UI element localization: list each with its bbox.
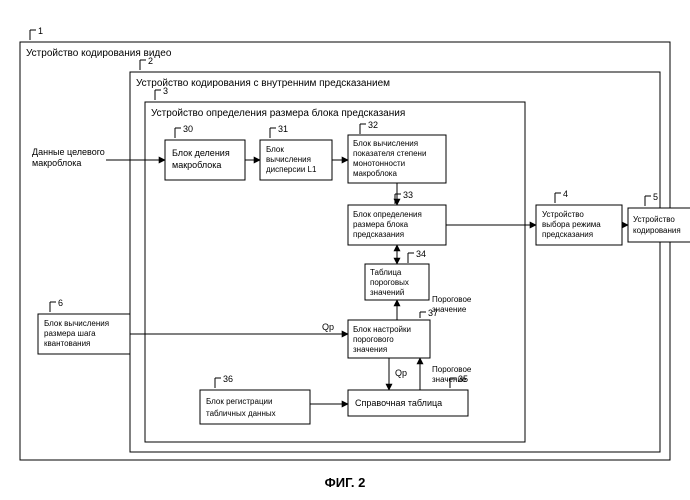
b37-l2: порогового	[353, 335, 394, 344]
label-thr1a: Пороговое	[432, 295, 472, 304]
b32-l2: показателя степени	[353, 149, 426, 158]
label-qp1: Qp	[322, 322, 334, 332]
b34-l3: значений	[370, 288, 404, 297]
label-input1: Данные целевого	[32, 147, 105, 157]
b31-l3: дисперсии L1	[266, 165, 317, 174]
label-thr2a: Пороговое	[432, 365, 472, 374]
ref-6: 6	[58, 298, 63, 308]
b32-l3: монотонности	[353, 159, 405, 168]
ref-37: 37	[428, 308, 438, 318]
b34-l2: пороговых	[370, 278, 409, 287]
b30-l2: макроблока	[172, 160, 221, 170]
title-inner: Устройство кодирования с внутренним пред…	[136, 78, 390, 89]
ref-5: 5	[653, 192, 658, 202]
ref-1: 1	[38, 26, 43, 36]
b32-l4: макроблока	[353, 169, 397, 178]
b37-l3: значения	[353, 345, 387, 354]
b33-l1: Блок определения	[353, 210, 422, 219]
ref-31: 31	[278, 124, 288, 134]
label-input2: макроблока	[32, 158, 81, 168]
ref-34: 34	[416, 249, 426, 259]
b36-l1: Блок регистрации	[206, 397, 272, 406]
block-b5	[628, 208, 690, 242]
figure-caption: ФИГ. 2	[325, 475, 366, 490]
b37-l1: Блок настройки	[353, 325, 411, 334]
ref-32: 32	[368, 120, 378, 130]
b6-l3: квантования	[44, 339, 90, 348]
ref-2: 2	[148, 56, 153, 66]
b4-l1: Устройство	[542, 210, 584, 219]
b33-l2: размера блока	[353, 220, 409, 229]
ref-3: 3	[163, 86, 168, 96]
b4-l2: выбора режима	[542, 220, 601, 229]
frame-outer	[20, 42, 670, 460]
b6-l2: размера шага	[44, 329, 96, 338]
title-inner2: Устройство определения размера блока пре…	[151, 107, 405, 119]
b30-l1: Блок деления	[172, 148, 230, 158]
ref-33: 33	[403, 190, 413, 200]
block-b36	[200, 390, 310, 424]
ref-36: 36	[223, 374, 233, 384]
b31-l2: вычисления	[266, 155, 311, 164]
ref-4: 4	[563, 189, 568, 199]
b4-l3: предсказания	[542, 230, 593, 239]
ref-35: 35	[458, 374, 468, 384]
b33-l3: предсказания	[353, 230, 404, 239]
diagram-canvas: 1 Устройство кодирования видео 2 Устройс…	[0, 0, 690, 500]
ref-30: 30	[183, 124, 193, 134]
b35-l1: Справочная таблица	[355, 398, 442, 408]
label-qp2: Qp	[395, 368, 407, 378]
b5-l2: кодирования	[633, 226, 681, 235]
b6-l1: Блок вычисления	[44, 319, 109, 328]
b36-l2: табличных данных	[206, 409, 276, 418]
b34-l1: Таблица	[370, 268, 402, 277]
b31-l1: Блок	[266, 145, 284, 154]
b32-l1: Блок вычисления	[353, 139, 418, 148]
b5-l1: Устройство	[633, 215, 675, 224]
